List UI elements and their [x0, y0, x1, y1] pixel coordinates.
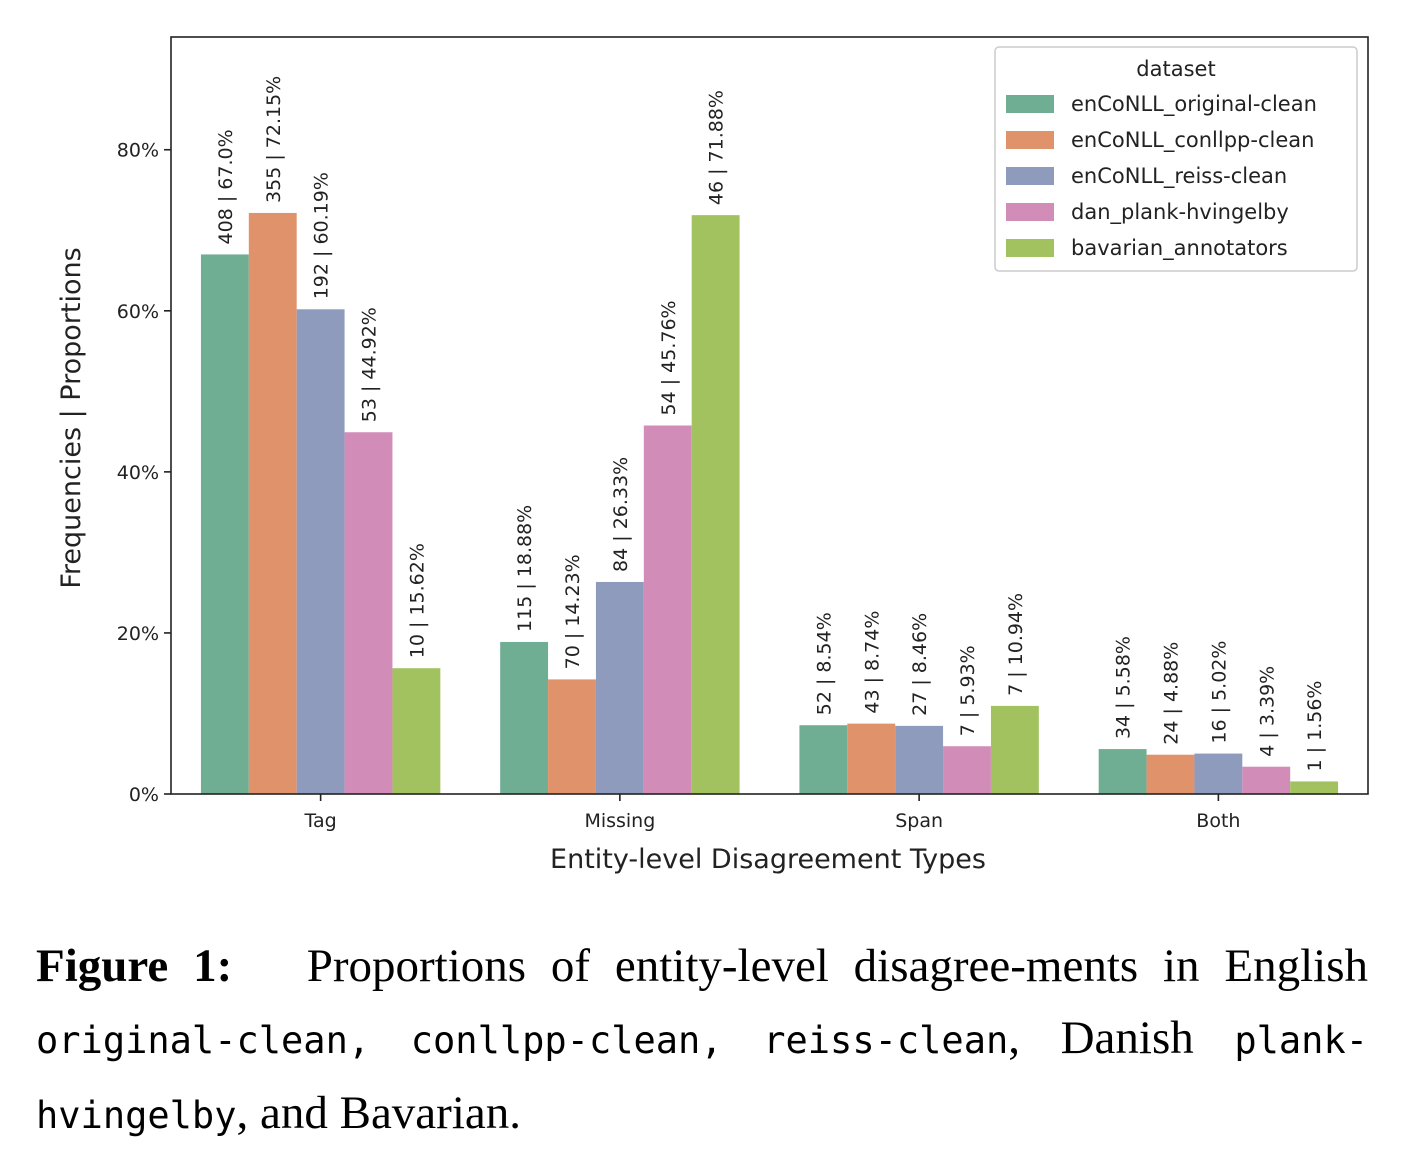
bar-both-3 — [1242, 766, 1291, 794]
x-tick-label: Tag — [304, 810, 337, 832]
figure-caption: Figure 1: Proportions of entity-level di… — [36, 930, 1368, 1152]
x-tick-label: Both — [1196, 810, 1240, 832]
bar-label: 355 | 72.15% — [263, 76, 285, 203]
bar-tag-0 — [200, 254, 249, 794]
legend-entry-label: bavarian_annotators — [1071, 236, 1288, 261]
bar-label: 7 | 10.94% — [1005, 593, 1027, 696]
bar-missing-2 — [595, 581, 644, 794]
caption-code-reiss: reiss-clean — [763, 1019, 1009, 1062]
bar-label: 70 | 14.23% — [562, 554, 584, 669]
y-axis-title: Frequencies | Proportions — [56, 247, 87, 588]
bar-span-0 — [799, 725, 848, 794]
legend-entry-label: dan_plank-hvingelby — [1071, 200, 1289, 225]
y-tick-label: 20% — [117, 623, 159, 645]
bar-label: 53 | 44.92% — [359, 307, 381, 422]
bar-label: 24 | 4.88% — [1161, 642, 1183, 745]
y-axis: 0% 20% 40% 60% 80% — [117, 140, 171, 806]
legend-swatch — [1006, 131, 1054, 149]
bar-missing-0 — [500, 641, 549, 794]
bar-label: 1 | 1.56% — [1304, 681, 1326, 772]
bar-chart: 408 | 67.0% 115 | 18.88% 52 | 8.54% 34 | 5.… — [56, 36, 1369, 875]
caption-text-3: , and Bavarian. — [236, 1087, 521, 1139]
bar-missing-1 — [548, 679, 596, 794]
legend-entry-label: enCoNLL_original-clean — [1071, 92, 1317, 117]
legend-swatch — [1006, 95, 1054, 113]
y-tick-label: 60% — [117, 301, 159, 323]
y-tick-label: 0% — [129, 784, 159, 806]
caption-text-1: Proportions of entity-level disagree-men… — [306, 940, 1368, 992]
plot-frame — [170, 36, 1369, 795]
bar-label: 54 | 45.76% — [658, 300, 680, 415]
caption-code-plank: plank-hvingelby — [36, 1019, 1369, 1137]
bar-label: 192 | 60.19% — [311, 172, 333, 299]
bar-label: 34 | 5.58% — [1113, 636, 1135, 739]
bars-layer — [200, 212, 1339, 794]
y-tick-label: 40% — [117, 462, 159, 484]
bar-label: 84 | 26.33% — [610, 457, 632, 572]
bar-span-3 — [943, 746, 991, 794]
bar-tag-4 — [392, 668, 441, 794]
y-tick-label: 80% — [117, 140, 159, 162]
bar-both-2 — [1194, 753, 1243, 794]
legend-entry-label: enCoNLL_conllpp-clean — [1071, 128, 1314, 153]
bar-label: 10 | 15.62% — [406, 543, 428, 658]
bar-both-1 — [1146, 754, 1195, 794]
legend-box — [994, 46, 1358, 272]
chart-figure: 408 | 67.0% 115 | 18.88% 52 | 8.54% 34 | 5.… — [56, 36, 1369, 875]
legend-swatch — [1006, 167, 1054, 185]
caption-text-2: , Danish — [1008, 1012, 1194, 1064]
bar-tag-1 — [248, 212, 297, 794]
bar-label: 52 | 8.54% — [813, 612, 835, 715]
bar-span-4 — [990, 705, 1039, 794]
bar-span-2 — [895, 725, 944, 794]
legend-swatch — [1006, 239, 1054, 257]
legend-swatch — [1006, 203, 1054, 221]
bar-both-0 — [1098, 749, 1147, 794]
bar-both-4 — [1290, 781, 1339, 794]
bar-label: 43 | 8.74% — [861, 611, 883, 714]
caption-code-original: original-clean — [36, 1019, 348, 1062]
caption-label: Figure 1: — [36, 940, 233, 992]
bar-labels-layer: 408 | 67.0% 115 | 18.88% 52 | 8.54% 34 | 5.… — [215, 76, 1326, 772]
x-tick-label: Span — [895, 810, 943, 832]
caption-separator-1: , — [347, 1019, 371, 1062]
x-tick-label: Missing — [584, 810, 655, 832]
x-axis: Tag Missing Span Both — [304, 794, 1240, 832]
bar-label: 46 | 71.88% — [706, 90, 728, 205]
caption-separator-2: , — [700, 1019, 723, 1062]
bar-missing-4 — [691, 215, 740, 794]
bar-label: 115 | 18.88% — [514, 505, 536, 632]
caption-code-conllpp: conllpp-clean — [410, 1019, 701, 1062]
bar-missing-3 — [643, 425, 692, 794]
legend: dataset enCoNLL_original-clean enCoNLL_co… — [994, 46, 1358, 272]
bar-label: 16 | 5.02% — [1208, 641, 1230, 744]
bar-span-1 — [847, 723, 896, 794]
bar-label: 7 | 5.93% — [957, 645, 979, 736]
bar-label: 27 | 8.46% — [909, 613, 931, 716]
bar-label: 4 | 3.39% — [1256, 666, 1278, 757]
bar-tag-2 — [296, 309, 345, 794]
x-axis-title: Entity-level Disagreement Types — [550, 844, 986, 875]
legend-title: dataset — [1136, 57, 1215, 81]
bar-tag-3 — [344, 432, 393, 794]
bar-label: 408 | 67.0% — [215, 129, 237, 244]
legend-entry-label: enCoNLL_reiss-clean — [1071, 164, 1287, 189]
